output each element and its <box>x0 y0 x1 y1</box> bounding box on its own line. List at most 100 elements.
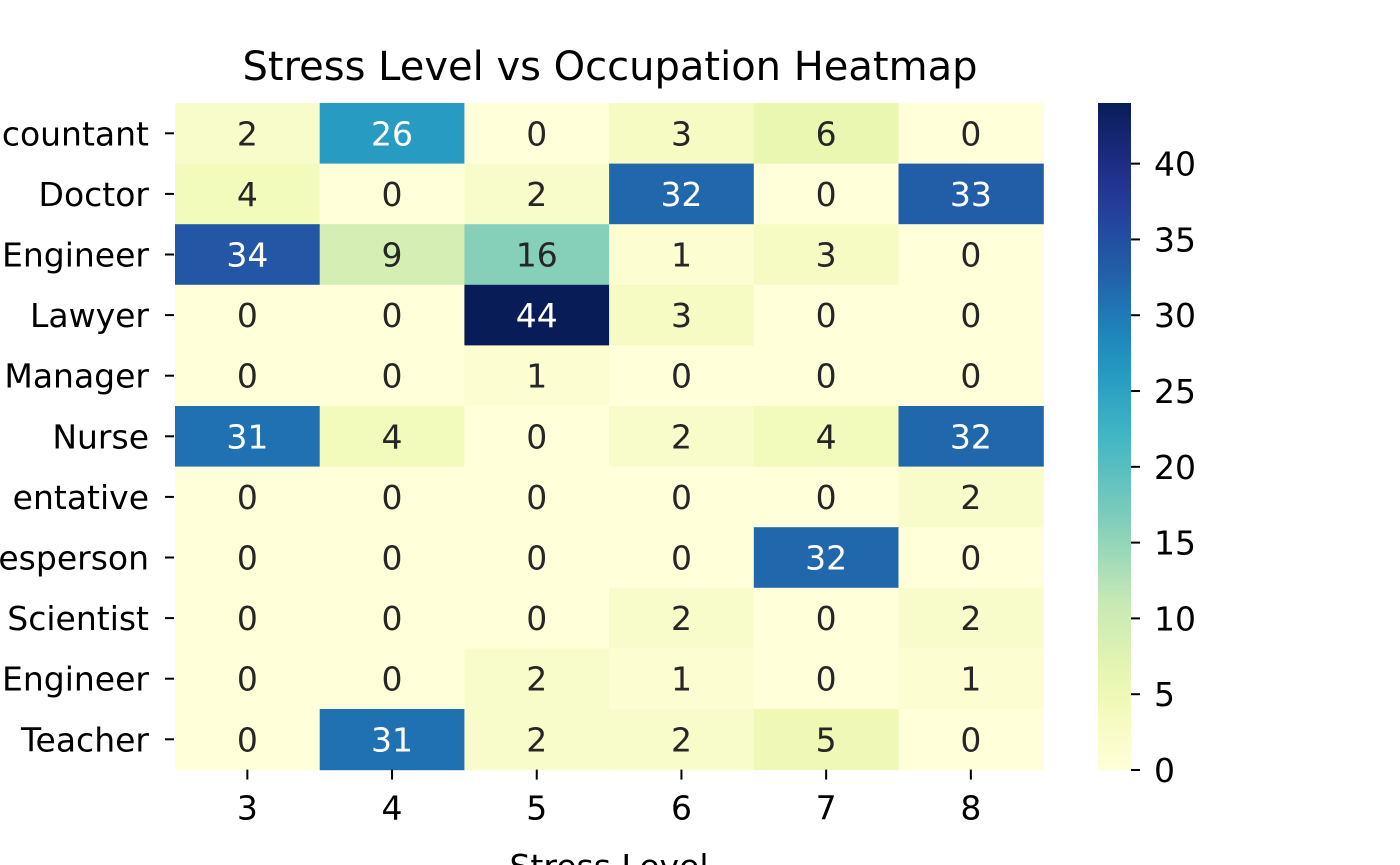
cell-value-label: 4 <box>237 175 258 214</box>
heatmap-cell <box>609 345 755 407</box>
heatmap-cell <box>753 587 900 649</box>
cell-value-label: 16 <box>516 236 558 275</box>
heatmap-cell <box>609 648 755 710</box>
x-axis-label: Stress Level <box>509 847 708 865</box>
cell-value-label: 0 <box>526 599 547 638</box>
chart-title: Stress Level vs Occupation Heatmap <box>243 44 978 90</box>
cell-value-label: 0 <box>382 296 403 335</box>
cell-value-label: 0 <box>671 478 692 517</box>
cell-value-label: 0 <box>526 417 547 456</box>
cell-value-label: 4 <box>816 417 837 456</box>
heatmap-cell <box>175 587 321 649</box>
cell-value-label: 0 <box>671 357 692 396</box>
heatmap-cell <box>609 709 755 771</box>
cell-value-label: 0 <box>526 114 547 153</box>
heatmap-cell <box>464 466 610 528</box>
cell-value-label: 0 <box>382 175 403 214</box>
cell-value-label: 26 <box>371 114 413 153</box>
cell-value-label: 2 <box>960 599 981 638</box>
colorbar-tick-label: 40 <box>1154 145 1196 184</box>
cell-value-label: 31 <box>371 720 413 759</box>
cell-value-label: 2 <box>671 417 692 456</box>
cell-value-label: 0 <box>237 478 258 517</box>
cell-value-label: 0 <box>960 296 981 335</box>
cell-value-label: 0 <box>237 599 258 638</box>
colorbar-tick-label: 30 <box>1154 296 1196 335</box>
heatmap-cell <box>753 406 900 468</box>
heatmap-cell <box>898 587 1044 649</box>
heatmap-cell <box>175 224 321 286</box>
cell-value-label: 0 <box>816 175 837 214</box>
cell-value-label: 32 <box>805 539 847 578</box>
cell-value-label: 6 <box>816 114 837 153</box>
cell-value-label: 1 <box>671 236 692 275</box>
heatmap-cell <box>753 345 900 407</box>
cell-value-label: 0 <box>526 539 547 578</box>
y-tick-label: entative <box>13 478 149 517</box>
heatmap-cell <box>319 648 465 710</box>
heatmap-cell <box>319 466 465 528</box>
cell-value-label: 0 <box>237 660 258 699</box>
heatmap-cell <box>898 709 1044 771</box>
cell-value-label: 31 <box>226 417 268 456</box>
y-tick-label: esperson <box>0 539 149 578</box>
cell-value-label: 2 <box>526 660 547 699</box>
cell-value-label: 0 <box>382 660 403 699</box>
heatmap-cell <box>898 648 1044 710</box>
cell-value-label: 0 <box>382 539 403 578</box>
y-tick-label: Nurse <box>52 417 149 456</box>
heatmap-cell <box>753 709 900 771</box>
cell-value-label: 4 <box>382 417 403 456</box>
cell-value-label: 0 <box>237 539 258 578</box>
colorbar-tick-label: 10 <box>1154 599 1196 638</box>
heatmap-cell <box>609 587 755 649</box>
x-tick-label: 5 <box>526 789 547 828</box>
heatmap-cell <box>175 284 321 346</box>
heatmap-cell <box>898 284 1044 346</box>
heatmap-cell <box>319 406 465 468</box>
heatmap-cell <box>609 527 755 589</box>
heatmap-cell <box>753 648 900 710</box>
colorbar-tick-label: 5 <box>1154 675 1175 714</box>
x-axis-ticks: 3 4 5 6 7 8 <box>237 769 981 828</box>
cell-value-label: 2 <box>671 720 692 759</box>
y-tick-label: Doctor <box>39 175 150 214</box>
cell-value-label: 33 <box>950 175 992 214</box>
cell-value-label: 0 <box>382 478 403 517</box>
heatmap-cell <box>464 648 610 710</box>
cell-value-label: 0 <box>960 720 981 759</box>
heatmap-cell <box>175 163 321 225</box>
heatmap-cell <box>898 103 1044 165</box>
colorbar-tick-label: 35 <box>1154 220 1196 259</box>
cell-value-label: 34 <box>226 236 268 275</box>
heatmap-cell <box>175 527 321 589</box>
heatmap-cell <box>898 406 1044 468</box>
heatmap-cell <box>753 103 900 165</box>
colorbar: 0 5 10 15 20 25 30 35 40 <box>1098 103 1196 790</box>
x-tick-label: 3 <box>237 789 258 828</box>
cell-value-label: 32 <box>950 417 992 456</box>
y-axis-ticks: countant Doctor Engineer Lawyer Manager Nurse… <box>0 114 174 759</box>
heatmap-cell <box>175 466 321 528</box>
y-tick-label: Scientist <box>7 599 149 638</box>
heatmap-cell <box>609 466 755 528</box>
colorbar-tick-label: 15 <box>1154 524 1196 563</box>
cell-value-label: 3 <box>671 296 692 335</box>
heatmap-cell <box>464 709 610 771</box>
heatmap-cell <box>898 345 1044 407</box>
y-tick-label: Engineer <box>2 660 149 699</box>
heatmap-cell <box>464 163 610 225</box>
x-tick-label: 6 <box>671 789 692 828</box>
heatmap-cell <box>175 648 321 710</box>
heatmap-cell <box>898 466 1044 528</box>
colorbar-tick-label: 20 <box>1154 448 1196 487</box>
cell-value-label: 2 <box>671 599 692 638</box>
cell-value-label: 2 <box>526 175 547 214</box>
cell-value-label: 44 <box>516 296 558 335</box>
cell-value-label: 9 <box>382 236 403 275</box>
heatmap-cell <box>898 527 1044 589</box>
heatmap-cell <box>609 406 755 468</box>
heatmap-cell <box>319 163 465 225</box>
heatmap-cell <box>319 709 465 771</box>
heatmap-cell <box>609 224 755 286</box>
